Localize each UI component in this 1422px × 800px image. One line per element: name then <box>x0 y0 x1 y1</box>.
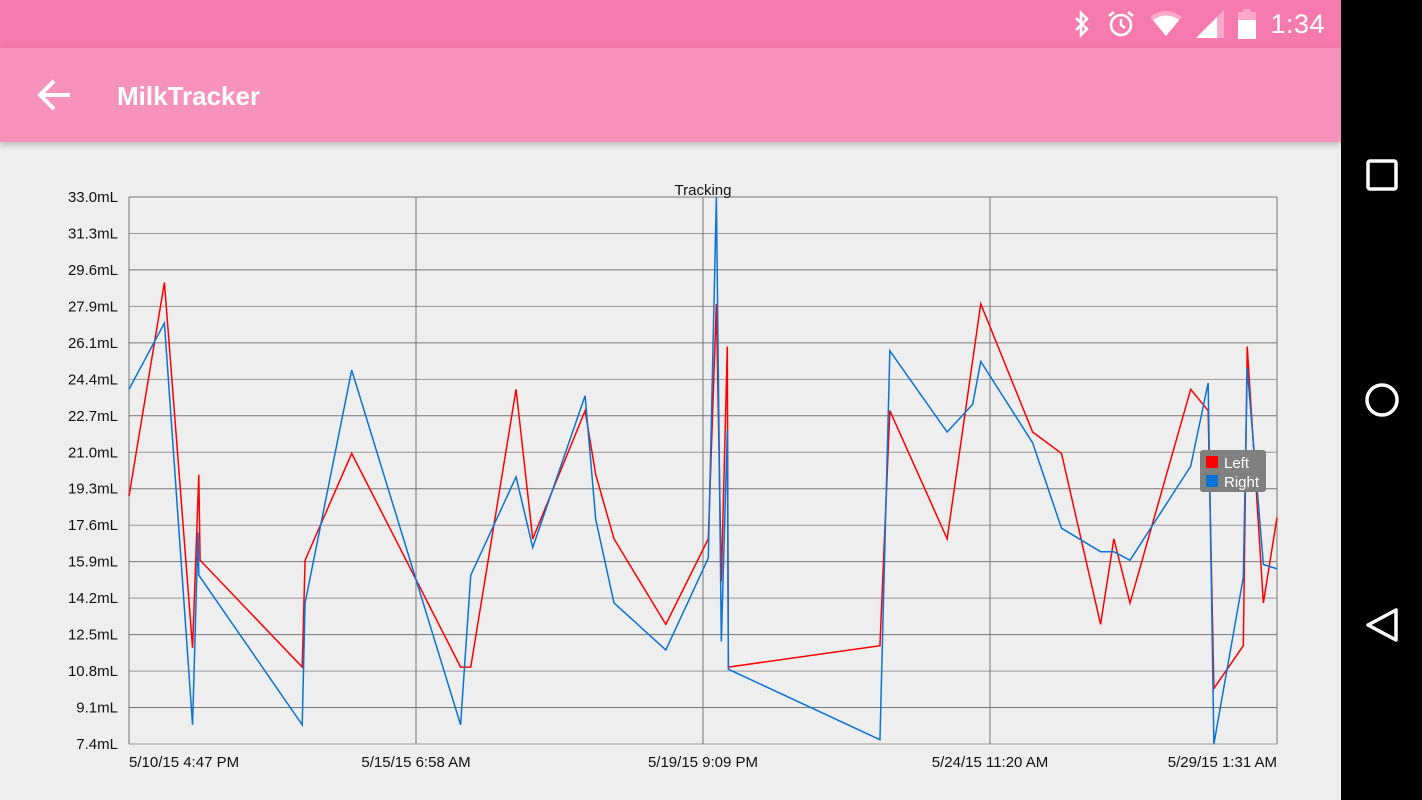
y-tick-label: 9.1mL <box>76 700 118 717</box>
y-tick-label: 19.3mL <box>68 481 118 498</box>
status-time: 1:34 <box>1270 8 1325 39</box>
y-tick-label: 12.5mL <box>68 627 118 644</box>
back-triangle-icon[interactable] <box>1363 606 1401 644</box>
app-title: MilkTracker <box>117 81 261 111</box>
arrow-left-icon[interactable] <box>36 78 74 112</box>
status-icons: 1:34 <box>1072 8 1325 40</box>
x-axis: 5/10/15 4:47 PM 5/15/15 6:58 AM 5/19/15 9:… <box>129 754 1277 771</box>
app-bar: MilkTracker <box>0 48 1341 142</box>
alarm-icon <box>1108 10 1135 37</box>
y-tick-label: 7.4mL <box>76 736 118 753</box>
status-bar: 1:34 <box>0 0 1341 48</box>
chart-title: Tracking <box>675 182 732 199</box>
legend-label-right: Right <box>1224 474 1260 491</box>
battery-icon <box>1238 9 1257 39</box>
navigation-bar <box>1341 0 1422 800</box>
tracking-chart: Tracking 33.0mL 31.3mL 29.6mL 27.9mL 26.1mL 2… <box>68 182 1278 771</box>
legend-swatch-right <box>1206 475 1218 487</box>
y-tick-label: 33.0mL <box>68 189 118 206</box>
series-right <box>128 196 1278 745</box>
bluetooth-icon <box>1075 10 1090 38</box>
y-tick-label: 22.7mL <box>68 408 118 425</box>
y-tick-label: 14.2mL <box>68 590 118 607</box>
y-tick-label: 26.1mL <box>68 335 118 352</box>
chart-legend: Left Right <box>1200 450 1266 492</box>
y-tick-label: 24.4mL <box>68 371 118 388</box>
x-tick-label: 5/10/15 4:47 PM <box>129 754 239 771</box>
recents-square-icon[interactable] <box>1363 156 1401 194</box>
series-line-right <box>128 196 1278 745</box>
legend-swatch-left <box>1206 456 1218 468</box>
legend-label-left: Left <box>1224 455 1250 472</box>
wifi-icon <box>1150 11 1183 36</box>
x-tick-label: 5/19/15 9:09 PM <box>648 754 758 771</box>
y-axis: 33.0mL 31.3mL 29.6mL 27.9mL 26.1mL 24.4mL 22.7… <box>68 189 118 753</box>
y-tick-label: 29.6mL <box>68 262 118 279</box>
y-tick-label: 15.9mL <box>68 554 118 571</box>
chart-grid <box>128 196 1278 745</box>
y-tick-label: 31.3mL <box>68 225 118 242</box>
cell-signal-icon <box>1196 10 1225 38</box>
x-tick-label: 5/24/15 11:20 AM <box>932 754 1048 771</box>
home-circle-icon[interactable] <box>1363 381 1401 419</box>
x-tick-label: 5/15/15 6:58 AM <box>361 754 470 771</box>
y-tick-label: 27.9mL <box>68 298 118 315</box>
y-tick-label: 17.6mL <box>68 517 118 534</box>
y-tick-label: 10.8mL <box>68 663 118 680</box>
y-tick-label: 21.0mL <box>68 444 118 461</box>
chart-series <box>128 196 1278 745</box>
x-tick-label: 5/29/15 1:31 AM <box>1168 754 1277 771</box>
